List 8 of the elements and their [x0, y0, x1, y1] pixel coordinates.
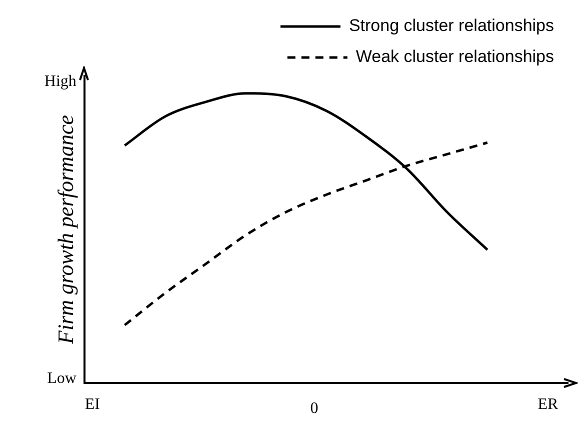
y-axis-title: Firm growth performance	[52, 114, 78, 345]
legend-label: Weak cluster relationships	[356, 47, 554, 66]
text: ER	[538, 396, 559, 414]
text: High	[44, 73, 76, 90]
text: 0	[310, 400, 318, 418]
text: Low	[47, 370, 77, 388]
text: EI	[84, 396, 100, 414]
legend-label: Strong cluster relationships	[348, 16, 554, 36]
